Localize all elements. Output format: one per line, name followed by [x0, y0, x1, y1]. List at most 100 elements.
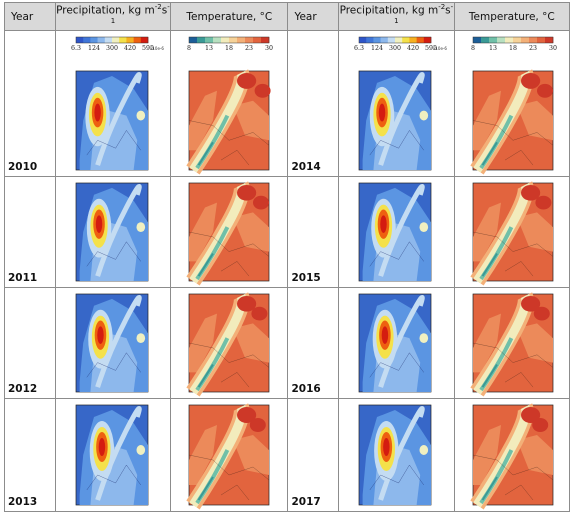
- colorbar-swatch: [118, 37, 127, 43]
- precipitation-map-cell: [338, 398, 455, 512]
- precipitation-map: [358, 70, 432, 171]
- temperature-map-svg: [469, 403, 553, 510]
- colorbar-tick-label: 30: [265, 45, 273, 52]
- colorbar-tick-label: 8: [471, 45, 475, 52]
- colorbar-swatch: [359, 37, 367, 43]
- colorbar-swatch: [111, 37, 120, 43]
- temperature-map-cell: [170, 398, 289, 512]
- colorbar-swatch: [472, 37, 481, 43]
- temperature-map-cell: [453, 176, 570, 288]
- precipitation-map-cell: [54, 176, 172, 288]
- figure-table: Year Precipitation, kg m-2s-1 Temperatur…: [4, 2, 570, 512]
- temperature-map-svg: [469, 181, 553, 286]
- temperature-map: [186, 292, 270, 397]
- temperature-map-svg: 8 13 18 23 30: [469, 36, 557, 175]
- colorbar-tick-label: 6.3: [71, 45, 81, 52]
- temperature-map-svg: [469, 292, 553, 397]
- colorbar-swatch: [189, 37, 198, 43]
- precipitation-map-svg: [358, 404, 432, 506]
- temperature-colorbar: 8 13 18 23 30: [471, 36, 557, 52]
- temperature-map: [469, 69, 553, 175]
- temperature-colorbar: 8 13 18 23 30: [187, 36, 273, 52]
- year-label: 2017: [287, 398, 340, 512]
- precipitation-map-cell: [338, 287, 455, 399]
- colorbar-swatch: [75, 37, 84, 43]
- year-label: 2011: [4, 176, 56, 288]
- precipitation-map-svg: [75, 293, 149, 393]
- precipitation-map: [358, 182, 432, 282]
- temperature-map: [186, 403, 270, 510]
- colorbar-swatch: [261, 37, 270, 43]
- colorbar-scale-note: x10e-6: [433, 46, 447, 51]
- colorbar-swatch: [528, 37, 537, 43]
- colorbar-swatch: [496, 37, 505, 43]
- precipitation-map-cell: [54, 287, 172, 399]
- temperature-map-cell: [170, 176, 289, 288]
- precipitation-map-cell: 6.3 124 300 420 595 x10e-6: [338, 30, 455, 177]
- colorbar-tick-label: 420: [407, 45, 419, 52]
- precipitation-map-cell: 6.3 124 300 420 595 x10e-6: [54, 30, 172, 177]
- temperature-map-svg: [186, 403, 270, 510]
- colorbar-tick-label: 6.3: [354, 45, 364, 52]
- year-label: 2010: [4, 30, 56, 177]
- precip-header-right: Precipitation, kg m-2s-1: [338, 2, 455, 31]
- colorbar-swatch: [512, 37, 521, 43]
- colorbar-swatch: [133, 37, 141, 43]
- colorbar-swatch: [245, 37, 254, 43]
- precipitation-map-svg: [358, 293, 432, 393]
- colorbar-swatch: [544, 37, 553, 43]
- colorbar-swatch: [536, 37, 545, 43]
- temperature-map: [186, 181, 270, 286]
- colorbar-tick-label: 595: [142, 45, 154, 52]
- colorbar-swatch: [104, 37, 113, 43]
- year-row: 2010 6.3 124 300 420 595 x10e-6 8 13 18 23 30 2014 6.…: [4, 30, 570, 177]
- colorbar-tick-label: 124: [371, 45, 383, 52]
- temperature-map-svg: [186, 181, 270, 286]
- colorbar-tick-label: 13: [489, 45, 497, 52]
- precipitation-map-svg: [75, 404, 149, 506]
- colorbar-swatch: [237, 37, 246, 43]
- colorbar-tick-label: 300: [389, 45, 401, 52]
- temperature-map-cell: [453, 398, 570, 512]
- year-label: 2014: [287, 30, 340, 177]
- temperature-map: [469, 292, 553, 397]
- temp-header-right: Temperature, °C: [453, 2, 570, 31]
- colorbar-swatch: [402, 37, 410, 43]
- year-row: 2012 2016: [4, 287, 570, 399]
- colorbar-swatch: [373, 37, 382, 43]
- precipitation-map: [75, 404, 149, 506]
- temperature-map-cell: 8 13 18 23 30: [170, 30, 289, 177]
- colorbar-swatch: [82, 37, 91, 43]
- header-row: Year Precipitation, kg m-2s-1 Temperatur…: [4, 2, 570, 31]
- colorbar-swatch: [416, 37, 425, 43]
- precipitation-map: [75, 182, 149, 282]
- colorbar-swatch: [221, 37, 230, 43]
- precipitation-map-cell: [54, 398, 172, 512]
- colorbar-tick-label: 23: [529, 45, 537, 52]
- temperature-map: [469, 181, 553, 286]
- precipitation-map-cell: [338, 176, 455, 288]
- colorbar-tick-label: 8: [187, 45, 191, 52]
- colorbar-tick-label: 18: [225, 45, 233, 52]
- temperature-map-cell: 8 13 18 23 30: [453, 30, 570, 177]
- colorbar-swatch: [205, 37, 214, 43]
- precipitation-map: [358, 293, 432, 393]
- year-label: 2016: [287, 287, 340, 399]
- colorbar-swatch: [520, 37, 529, 43]
- colorbar-swatch: [366, 37, 374, 43]
- year-header-right: Year: [287, 2, 340, 31]
- year-label: 2015: [287, 176, 340, 288]
- precip-header-left: Precipitation, kg m-2s-1: [54, 2, 172, 31]
- colorbar-tick-label: 18: [509, 45, 517, 52]
- temperature-map-cell: [170, 287, 289, 399]
- year-row: 2013 2017: [4, 398, 570, 512]
- colorbar-swatch: [126, 37, 134, 43]
- year-row: 2011 2015: [4, 176, 570, 288]
- temperature-map: [469, 403, 553, 510]
- colorbar-tick-label: 23: [245, 45, 253, 52]
- colorbar-tick-label: 420: [124, 45, 136, 52]
